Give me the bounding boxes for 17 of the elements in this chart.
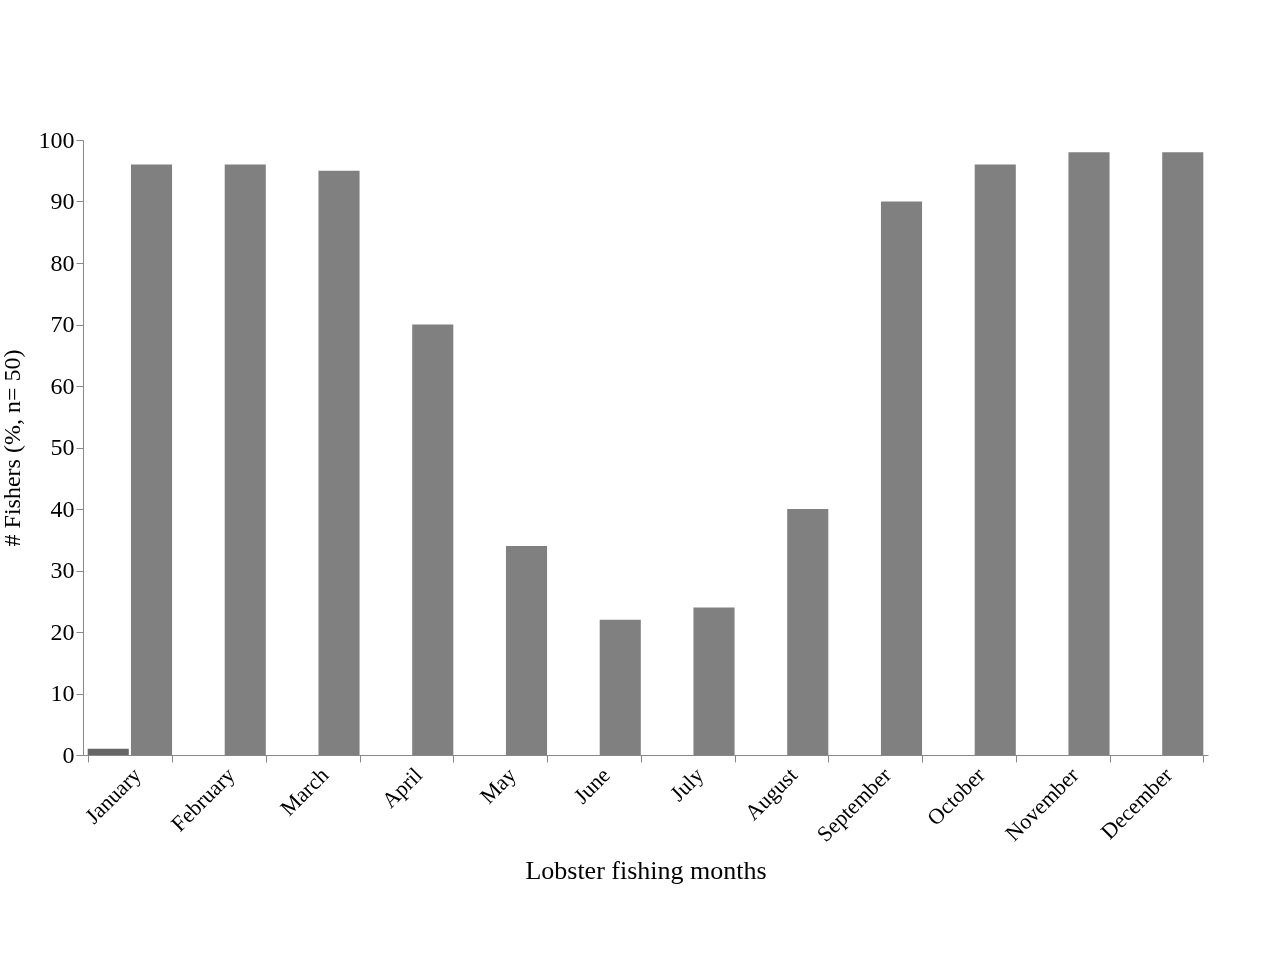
y-tick-label: 90 (50, 188, 75, 214)
x-tick-label: June (568, 762, 615, 809)
x-axis-title: Lobster fishing months (525, 855, 767, 885)
y-tick-label: 60 (50, 372, 75, 399)
y-tick-label: 20 (50, 618, 75, 645)
bar (87, 748, 129, 755)
y-tick-label: 0 (62, 741, 75, 768)
y-tick-label: 50 (50, 434, 75, 460)
y-tick-label: 40 (50, 495, 75, 522)
y-tick-label: 10 (50, 680, 75, 706)
y-tick-label: 30 (50, 557, 75, 583)
x-tick-label: July (664, 762, 709, 806)
y-tick-label: 100 (38, 126, 75, 153)
x-tick-label: May (474, 762, 521, 809)
y-tick-label: 80 (50, 249, 75, 276)
y-axis-title: # Fishers (%, n= 50) (0, 349, 25, 547)
y-tick-label: 70 (50, 311, 75, 337)
